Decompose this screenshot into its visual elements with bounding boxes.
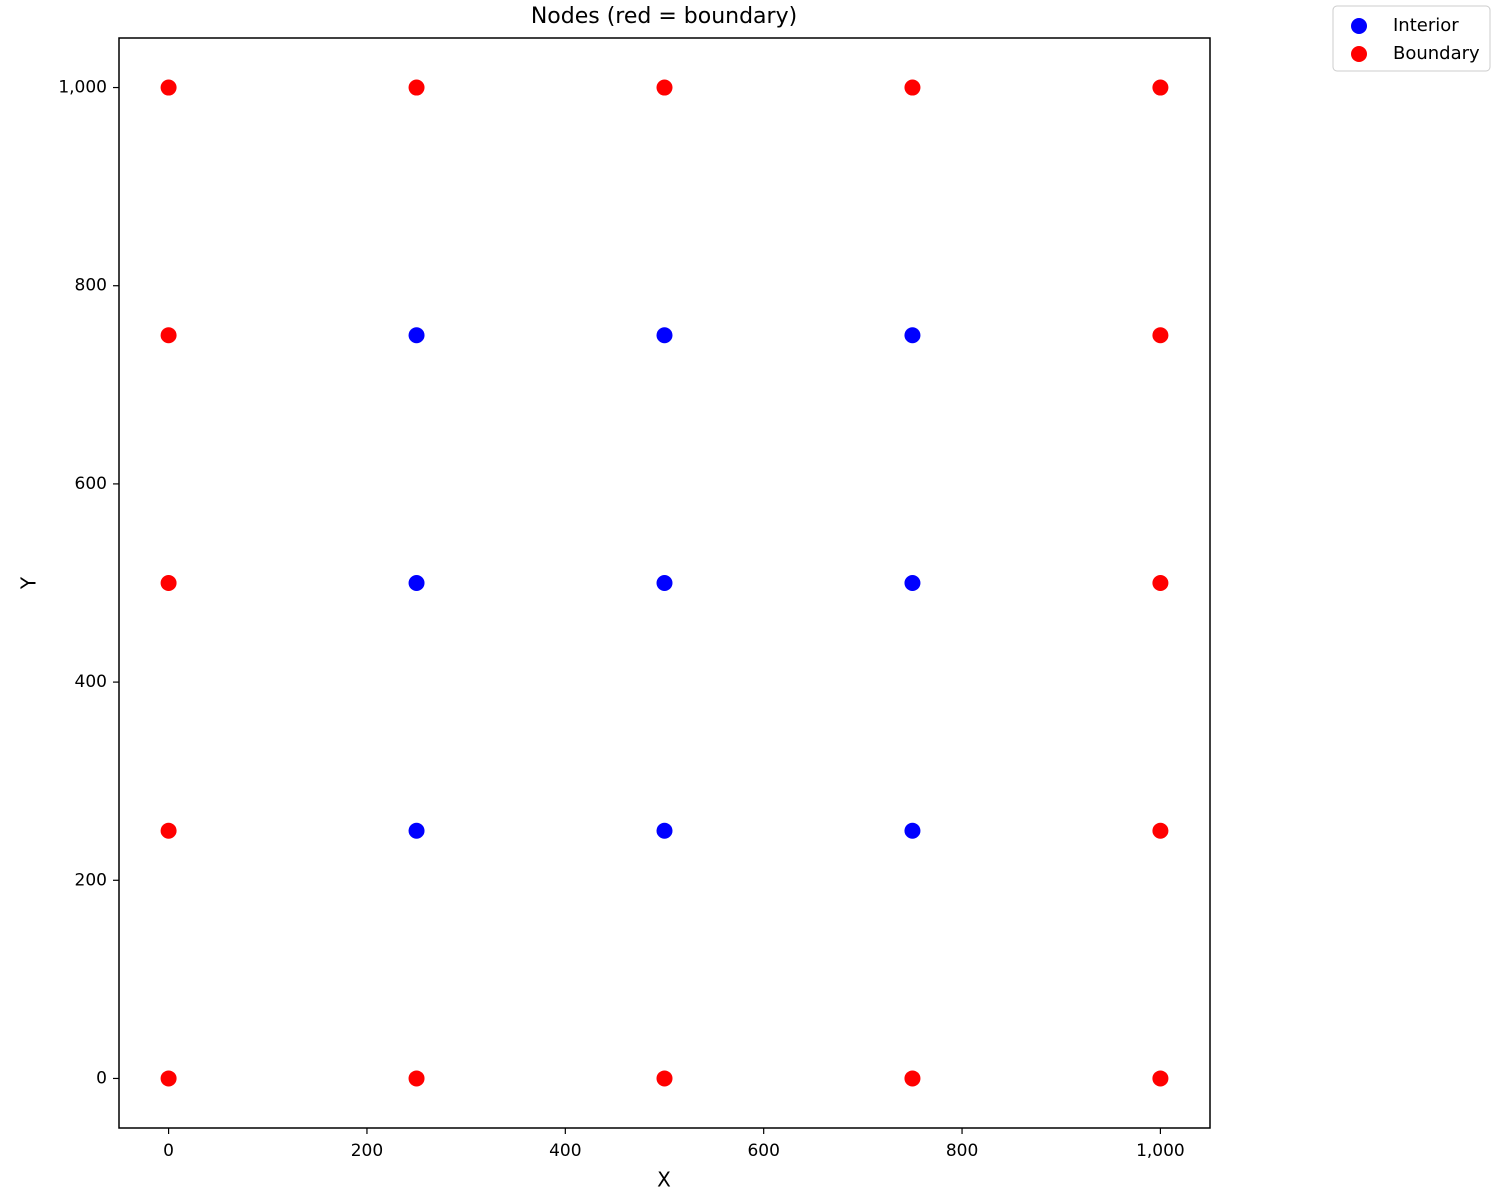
point <box>656 575 673 591</box>
y-tick-label: 200 <box>75 870 107 890</box>
point <box>904 79 921 96</box>
legend-label: Boundary <box>1393 43 1480 64</box>
legend-label: Interior <box>1393 15 1459 36</box>
point <box>656 822 673 839</box>
point <box>160 575 177 591</box>
x-axis-label: X <box>657 1168 671 1192</box>
y-tick-label: 400 <box>75 672 107 692</box>
point <box>408 79 425 96</box>
x-tick-label: 400 <box>549 1141 581 1161</box>
point <box>1152 575 1169 591</box>
point <box>656 79 673 96</box>
y-tick-label: 800 <box>75 276 107 296</box>
point <box>408 575 425 591</box>
point <box>160 79 177 96</box>
legend-marker <box>1351 46 1367 62</box>
point <box>904 1070 921 1087</box>
y-axis-label: Y <box>17 576 41 590</box>
x-tick-label: 600 <box>747 1141 779 1161</box>
point <box>160 822 177 839</box>
point <box>1152 327 1169 344</box>
y-tick-label: 1,000 <box>58 78 107 98</box>
x-tick-label: 800 <box>946 1141 978 1161</box>
point <box>408 822 425 839</box>
point <box>408 1070 425 1087</box>
point <box>904 327 921 344</box>
y-tick-label: 600 <box>75 474 107 494</box>
point <box>656 1070 673 1087</box>
legend-box <box>1332 5 1491 72</box>
x-tick-label: 200 <box>351 1141 383 1161</box>
x-tick-label: 1,000 <box>1136 1141 1185 1161</box>
chart-title: Nodes (red = boundary) <box>531 4 797 29</box>
plot-frame <box>118 37 1211 1129</box>
point <box>656 327 673 344</box>
point <box>904 822 921 839</box>
point <box>1152 822 1169 839</box>
x-tick-label: 0 <box>163 1141 174 1161</box>
point <box>1152 1070 1169 1087</box>
point <box>904 575 921 591</box>
y-tick-label: 0 <box>96 1068 107 1088</box>
point <box>160 1070 177 1087</box>
legend-marker <box>1351 18 1367 34</box>
point <box>408 327 425 344</box>
point <box>1152 79 1169 96</box>
point <box>160 327 177 344</box>
